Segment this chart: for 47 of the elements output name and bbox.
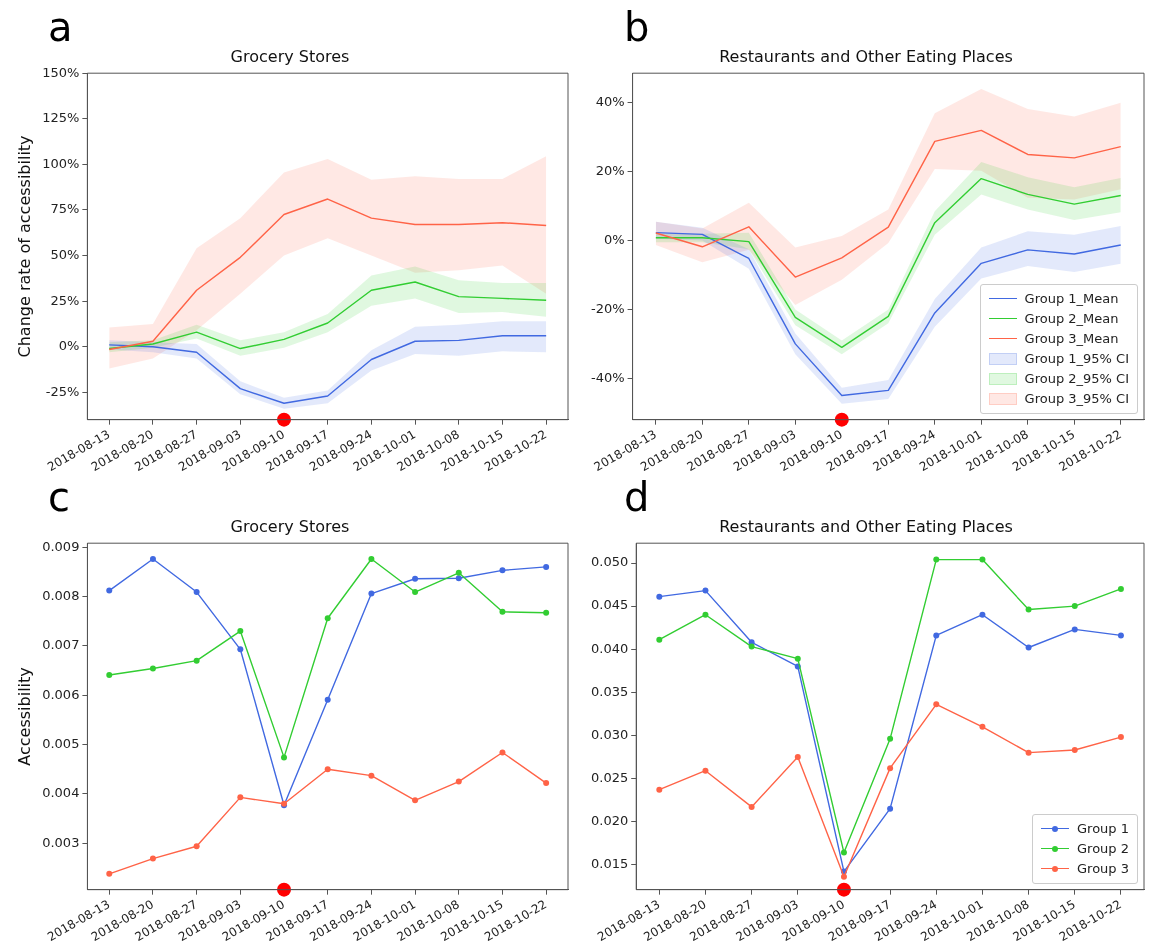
legend-label: Group 2 [1077,839,1129,858]
y-tick-label: 0.020 [591,812,629,828]
y-tick-label: 0% [603,231,625,247]
y-tick-label: 0.050 [591,554,629,570]
chart-title: Grocery Stores [230,46,350,66]
y-tick-label: 0.006 [42,686,80,702]
y-axis-title: Change rate of accessibility [14,135,34,358]
text: d [624,474,650,520]
y-tick-label: 50% [50,246,80,262]
y-tick-label: 0.004 [42,785,80,801]
legend-label: Group 1_Mean [1024,289,1119,308]
y-tick-label: 0.005 [42,735,80,751]
y-tick-label: 100% [42,155,80,171]
text: c [48,474,70,520]
y-axis-title: Accessibility [14,667,34,766]
y-tick-label: 0.008 [42,587,80,603]
y-tick-label: 125% [42,110,80,126]
legend-label: Group 1 [1077,819,1129,838]
y-tick-label: -25% [45,383,80,399]
text: a [48,4,73,50]
chart-title: Restaurants and Other Eating Places [719,516,1013,536]
y-tick-label: 40% [595,94,625,110]
legend-label: Group 3_Mean [1024,329,1119,348]
y-tick-label: 150% [42,64,80,80]
y-tick-label: 0.015 [591,856,629,872]
legend-label: Group 2_Mean [1024,309,1119,328]
y-tick-label: 0.003 [42,834,80,850]
y-tick-label: 20% [595,163,625,179]
chart-title: Restaurants and Other Eating Places [719,46,1013,66]
y-tick-label: 0.030 [591,726,629,742]
y-tick-label: 0.025 [591,769,629,785]
y-tick-label: 0.007 [42,637,80,653]
chart-title: Grocery Stores [230,516,350,536]
text: b [624,4,650,50]
y-tick-label: -20% [590,300,625,316]
y-tick-label: 0% [58,338,80,354]
y-tick-label: 25% [50,292,80,308]
annotation: Group 3_95% CI [1024,389,1129,408]
y-tick-label: 0.009 [42,538,80,554]
y-tick-label: 0.035 [591,683,629,699]
y-tick-label: 0.040 [591,640,629,656]
y-tick-label: 75% [50,201,80,217]
y-tick-label: -40% [590,369,625,385]
annotation: Group 2_95% CI [1024,369,1129,388]
legend-label: Group 3 [1077,859,1129,878]
annotation: Group 1_95% CI [1024,349,1129,368]
y-tick-label: 0.045 [591,597,629,613]
